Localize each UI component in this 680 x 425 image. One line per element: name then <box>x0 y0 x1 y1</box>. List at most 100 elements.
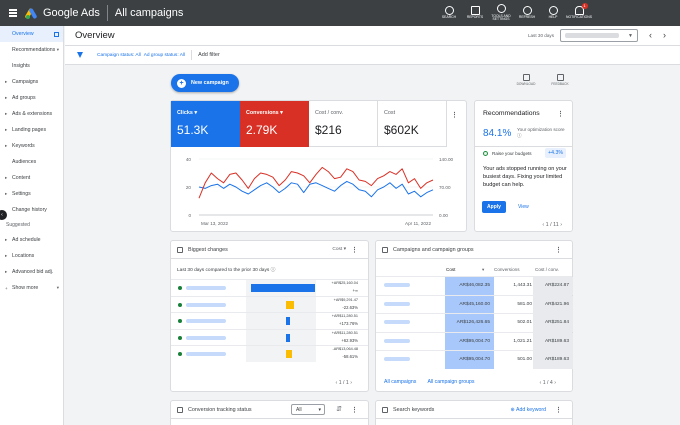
refresh-button[interactable]: REFRESH <box>514 0 540 26</box>
status-dot-icon <box>178 335 182 340</box>
next-icon[interactable]: › <box>554 380 556 386</box>
campaign-name[interactable] <box>384 338 410 343</box>
tools-button[interactable]: TOOLS AND SETTINGS <box>488 0 514 26</box>
more-options-icon[interactable]: ⋮ <box>351 247 358 254</box>
table-row[interactable]: AR$95,004.70 501.00 AR$189.63 <box>376 350 573 369</box>
metric-dropdown[interactable]: Cost ▾ <box>332 247 346 252</box>
all-campaign-groups-link[interactable]: All campaign groups <box>427 379 475 385</box>
campaign-name[interactable] <box>384 301 410 306</box>
previous-icon[interactable]: ‹ <box>539 380 542 386</box>
reports-button[interactable]: REPORTS <box>462 0 488 26</box>
column-header-conversions[interactable]: Conversions <box>494 267 520 272</box>
campaign-status-filter[interactable]: Campaign status: All <box>97 52 141 58</box>
campaign-name[interactable] <box>384 357 410 361</box>
campaign-name[interactable] <box>384 283 410 287</box>
date-range-picker[interactable]: ▼ <box>560 29 638 42</box>
table-row[interactable]: +AR$25,160.04 +∞ <box>171 279 368 296</box>
search-icon <box>444 5 454 15</box>
column-header-cost[interactable]: Cost <box>446 267 456 272</box>
previous-icon[interactable]: ‹ <box>335 380 338 386</box>
help-icon[interactable]: ⓘ <box>517 133 522 139</box>
more-options-icon[interactable]: ⋮ <box>557 111 564 118</box>
metric-tile-cost-conv[interactable]: Cost / conv. $216 <box>309 101 378 147</box>
table-row[interactable]: +AR$11,280.51 +62.93% <box>171 328 368 346</box>
help-button[interactable]: HELP <box>540 0 566 26</box>
table-row[interactable]: -AR$13,064.48 -58.61% <box>171 345 368 362</box>
previous-period-icon[interactable]: ‹ <box>649 30 652 40</box>
show-more[interactable]: + Show more ▾ <box>0 280 63 296</box>
previous-icon[interactable]: ‹ <box>542 222 545 228</box>
sidebar-item-advanced-bid-adj[interactable]: ▸ Advanced bid adj. <box>0 264 63 280</box>
chevron-right-icon: ▸ <box>5 269 8 274</box>
next-icon[interactable]: › <box>350 380 352 386</box>
sidebar-item-recommendations[interactable]: Recommendations ▾ <box>0 42 63 58</box>
settings-icon[interactable]: ⇵ <box>336 406 342 413</box>
raise-budgets-item[interactable]: Raise your budgets <box>483 151 532 156</box>
metric-tile-cost[interactable]: Cost $602K <box>378 101 447 147</box>
view-button[interactable]: View <box>518 204 529 210</box>
cell-conversions: 1,443.31 <box>513 283 532 288</box>
download-button[interactable]: DOWNLOAD <box>516 74 536 86</box>
new-campaign-button[interactable]: + New campaign <box>171 74 239 92</box>
card-title: Conversion tracking status <box>188 406 252 413</box>
column-header-cost-per-conv[interactable]: Cost / conv. <box>535 267 559 272</box>
table-row[interactable]: AR$95,004.70 1,021.21 AR$189.63 <box>376 331 573 351</box>
sidebar-item-ad-groups[interactable]: ▸ Ad groups <box>0 90 63 106</box>
plus-icon: ⊕ <box>510 407 515 413</box>
sidebar-item-overview[interactable]: Overview <box>0 26 63 42</box>
table-row[interactable]: +AR$9,291.47 -22.63% <box>171 295 368 313</box>
metric-tile-clicks[interactable]: Clicks ▾ 51.3K <box>171 101 240 147</box>
all-campaigns-link[interactable]: All campaigns <box>384 379 417 385</box>
sidebar-item-audiences[interactable]: Audiences <box>0 154 63 170</box>
sidebar-item-campaigns[interactable]: ▸ Campaigns <box>0 74 63 90</box>
campaign-name[interactable] <box>384 320 410 324</box>
table-row[interactable]: AR$46,082.35 1,443.31 AR$224.87 <box>376 276 573 295</box>
icon-label: HELP <box>548 15 558 20</box>
more-options-icon[interactable]: ⋮ <box>555 407 562 414</box>
plus-icon: + <box>5 285 8 291</box>
campaign-name[interactable] <box>186 352 226 356</box>
apply-button[interactable]: Apply <box>482 201 506 213</box>
sidebar-item-landing-pages[interactable]: ▸ Landing pages <box>0 122 63 138</box>
adgroup-status-filter[interactable]: Ad group status: All <box>143 52 186 58</box>
y-tick-left: 20 <box>186 185 192 190</box>
sidebar-item-change-history[interactable]: Change history <box>0 202 63 218</box>
campaign-name[interactable] <box>186 319 226 323</box>
table-row[interactable]: AR$126,426.65 502.01 AR$251.84 <box>376 313 573 332</box>
notifications-button[interactable]: 1 NOTIFICATIONS <box>566 0 592 26</box>
sidebar-item-insights[interactable]: Insights <box>0 58 63 74</box>
add-keyword-label: Add keyword <box>516 407 546 413</box>
sidebar-item-settings[interactable]: ▸ Settings <box>0 186 63 202</box>
campaign-name[interactable] <box>186 302 226 307</box>
more-options-icon[interactable]: ⋮ <box>451 112 458 119</box>
help-icon[interactable]: ⓘ <box>270 268 276 273</box>
table-row[interactable]: +AR$11,280.51 +173.76% <box>171 312 368 329</box>
sidebar-item-locations[interactable]: ▸ Locations <box>0 248 63 264</box>
add-keyword-button[interactable]: ⊕ Add keyword <box>510 407 546 413</box>
divider <box>475 146 572 147</box>
table-row[interactable]: AR$45,160.00 581.00 AR$421.96 <box>376 294 573 314</box>
metric-tile-conversions[interactable]: Conversions ▾ 2.79K <box>240 101 309 147</box>
card-header: Biggest changes <box>171 241 368 259</box>
filter-icon[interactable] <box>77 52 83 58</box>
feedback-button[interactable]: FEEDBACK <box>550 74 570 86</box>
sidebar-item-content[interactable]: ▸ Content <box>0 170 63 186</box>
feedback-label: FEEDBACK <box>551 82 569 86</box>
campaign-name[interactable] <box>186 286 226 290</box>
account-page-name[interactable]: All campaigns <box>114 7 184 19</box>
status-select[interactable]: All ▾ <box>291 404 325 415</box>
sidebar-item-ads-extensions[interactable]: ▸ Ads & extensions <box>0 106 63 122</box>
next-icon[interactable]: › <box>560 222 562 228</box>
more-options-icon[interactable]: ⋮ <box>351 407 358 414</box>
change-bar-track <box>246 313 316 329</box>
more-options-icon[interactable]: ⋮ <box>555 247 562 254</box>
search-button[interactable]: SEARCH <box>436 0 462 26</box>
next-period-icon[interactable]: › <box>663 30 666 40</box>
sidebar-item-keywords[interactable]: ▸ Keywords <box>0 138 63 154</box>
sidebar-item-ad-schedule[interactable]: ▸ Ad schedule <box>0 232 63 248</box>
change-bar <box>250 284 315 292</box>
menu-icon[interactable] <box>9 9 17 17</box>
collapse-sidebar-icon[interactable]: ‹ <box>0 210 7 220</box>
add-filter-button[interactable]: Add filter <box>198 52 220 58</box>
campaign-name[interactable] <box>186 335 226 340</box>
